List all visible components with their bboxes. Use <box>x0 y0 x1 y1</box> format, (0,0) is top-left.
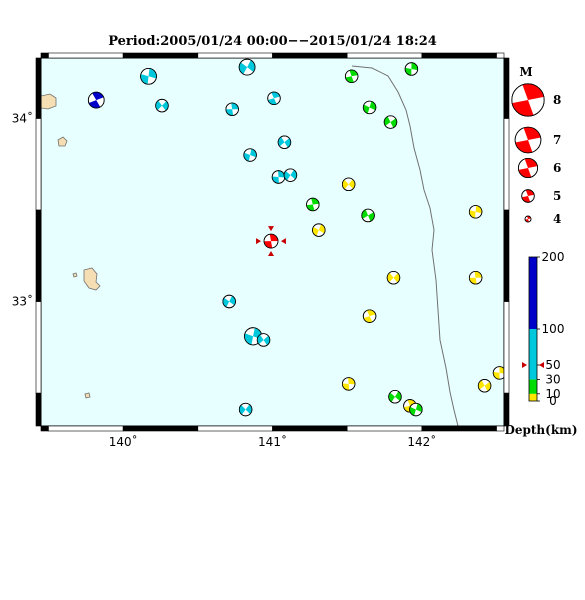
target-event-beachball <box>263 233 279 249</box>
island <box>57 136 68 147</box>
depth-scale-label: 0 <box>549 394 557 408</box>
frame-bar-right <box>503 57 510 119</box>
frame-bar-top <box>272 52 348 59</box>
frame-bar-left <box>35 301 42 394</box>
event-beachball <box>222 294 236 309</box>
event-beachball <box>492 366 504 380</box>
magnitude-legend-ball <box>521 189 535 203</box>
y-tick-label: 33˚ <box>12 294 33 309</box>
frame-bar-top <box>346 52 423 59</box>
event-beachball <box>383 115 398 129</box>
depth-marker-left <box>522 362 527 368</box>
event-beachball <box>312 223 326 237</box>
event-beachball <box>468 205 483 219</box>
magnitude-legend-label: 4 <box>553 212 561 226</box>
depth-band <box>529 393 537 401</box>
frame-bar-right <box>503 118 510 211</box>
event-beachball <box>344 69 359 84</box>
depth-scale-label: 30 <box>545 372 560 386</box>
event-beachball <box>277 135 292 149</box>
frame-bar-top <box>48 52 124 59</box>
frame-bar-top <box>40 52 49 59</box>
event-beachball <box>477 379 492 393</box>
island <box>41 93 57 110</box>
event-beachball <box>306 197 320 212</box>
depth-marker-right <box>539 362 544 368</box>
target-marker-right <box>280 238 286 245</box>
magnitude-legend-label: 7 <box>553 133 561 147</box>
event-beachball <box>386 271 401 285</box>
event-beachball <box>341 377 356 391</box>
frame-bar-top <box>496 52 505 59</box>
event-beachball <box>388 390 402 404</box>
frame-bar-top <box>197 52 273 59</box>
frame-bar-bottom <box>48 425 124 432</box>
magnitude-legend-ball <box>514 126 542 154</box>
depth-scale-label: 200 <box>542 250 565 264</box>
magnitude-legend-ball <box>518 157 539 178</box>
x-tick-label: 141˚ <box>258 434 287 449</box>
event-beachball <box>238 402 253 417</box>
frame-bar-bottom <box>346 425 423 432</box>
event-beachball <box>238 58 256 76</box>
magnitude-legend-title: M <box>519 65 532 79</box>
magnitude-legend-label: 8 <box>553 93 561 107</box>
event-beachball <box>468 271 483 285</box>
island <box>72 272 78 278</box>
x-tick-label: 142˚ <box>407 434 436 449</box>
depth-band <box>529 257 537 329</box>
magnitude-legend-ball <box>511 83 545 117</box>
event-beachball <box>267 91 281 105</box>
frame-bar-bottom <box>122 425 199 432</box>
frame-bar-bottom <box>197 425 273 432</box>
y-tick-label: 34˚ <box>12 110 33 125</box>
event-beachball <box>404 62 419 76</box>
frame-bar-bottom <box>496 425 505 432</box>
trench-line <box>351 65 459 426</box>
magnitude-legend-label: 6 <box>553 161 561 175</box>
depth-scale-label: 50 <box>545 358 560 372</box>
map-title: Period:2005/01/24 00:00−−2015/01/24 18:2… <box>108 34 437 49</box>
depth-legend-title: Depth(km) <box>504 423 577 437</box>
event-beachball <box>362 100 377 115</box>
frame-bar-right <box>503 209 510 302</box>
event-beachball <box>243 148 257 162</box>
frame-bar-right <box>503 392 510 427</box>
frame-bar-bottom <box>272 425 348 432</box>
island <box>83 267 101 291</box>
target-marker-left <box>256 238 262 245</box>
event-beachball <box>140 67 157 85</box>
depth-scale-label: 10 <box>545 387 560 401</box>
frame-bar-bottom <box>421 425 497 432</box>
event-beachball <box>283 168 298 182</box>
frame-bar-left <box>35 209 42 302</box>
event-beachball <box>256 333 271 347</box>
x-tick-label: 140˚ <box>109 434 138 449</box>
event-beachball <box>155 98 169 113</box>
event-beachball <box>225 102 239 116</box>
frame-bar-left <box>35 392 42 427</box>
magnitude-legend-label: 5 <box>553 189 561 203</box>
frame-bar-bottom <box>40 425 49 432</box>
event-beachball <box>341 177 356 192</box>
event-beachball <box>409 402 423 417</box>
frame-bar-top <box>421 52 497 59</box>
depth-band <box>529 329 537 380</box>
magnitude-legend-ball <box>524 215 532 223</box>
frame-bar-top <box>122 52 199 59</box>
target-marker-up <box>268 226 275 232</box>
event-beachball <box>271 170 286 184</box>
event-beachball <box>87 91 105 109</box>
event-beachball <box>361 208 375 223</box>
frame-bar-left <box>35 118 42 211</box>
frame-bar-right <box>503 301 510 394</box>
depth-band <box>529 379 537 394</box>
frame-bar-left <box>35 57 42 119</box>
target-marker-down <box>268 251 275 257</box>
depth-scale-label: 100 <box>542 322 565 336</box>
island <box>84 392 91 399</box>
event-beachball <box>362 309 377 323</box>
